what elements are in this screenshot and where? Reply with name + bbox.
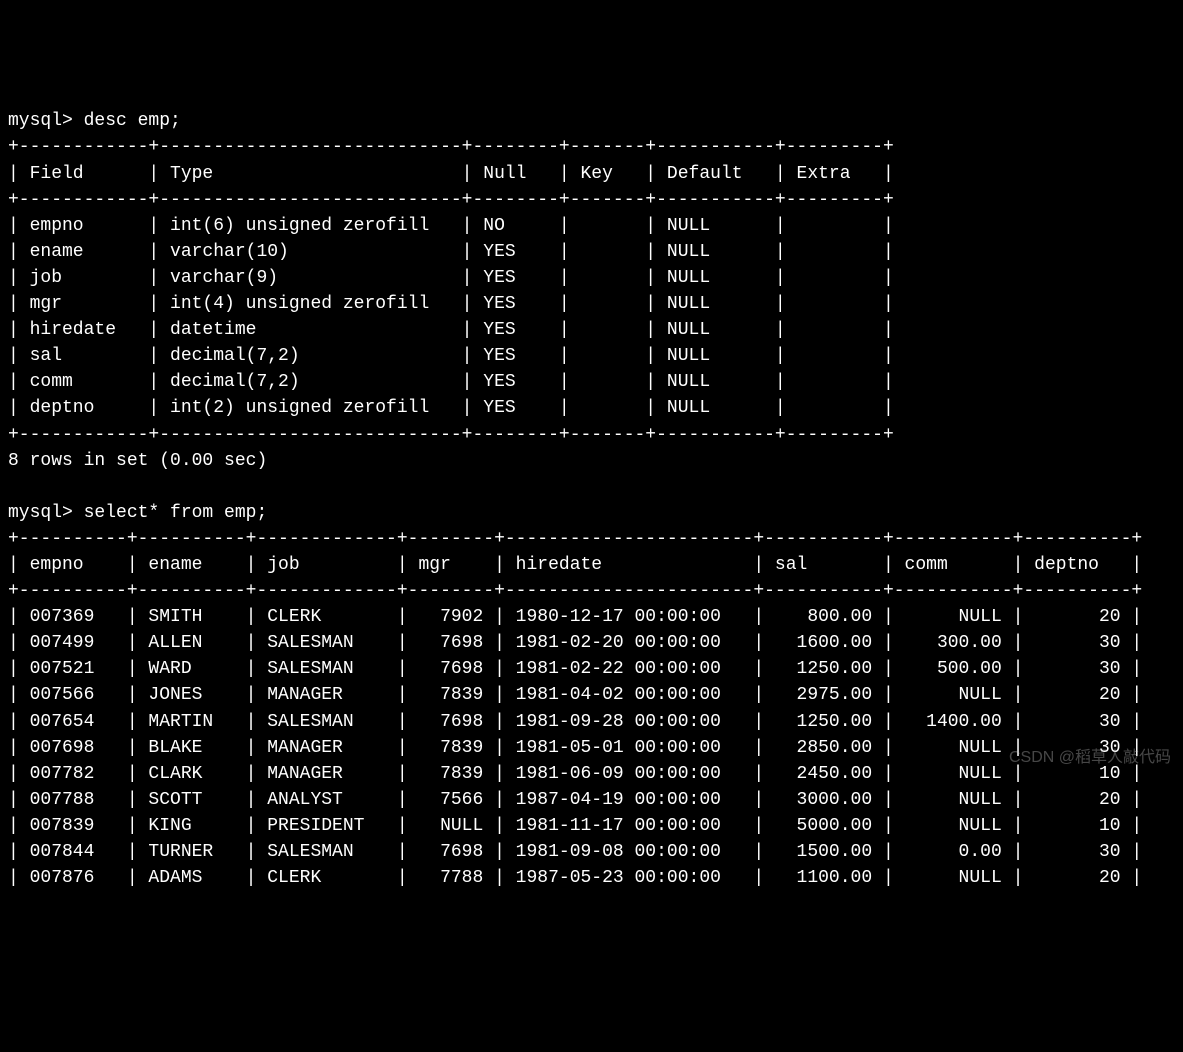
terminal-output: mysql> desc emp; +------------+---------…: [8, 108, 1175, 891]
